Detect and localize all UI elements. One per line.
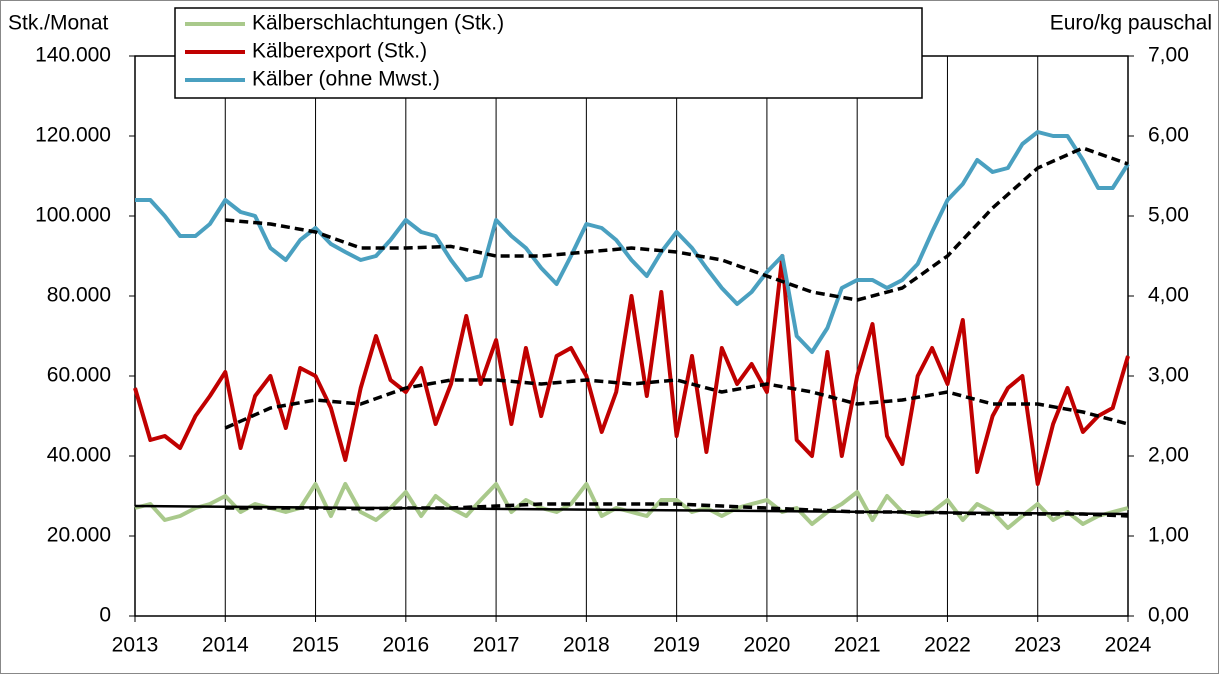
x-tick-label: 2022 — [924, 634, 971, 657]
x-tick-label: 2017 — [473, 634, 520, 657]
legend-label: Kälber (ohne Mwst.) — [252, 68, 440, 91]
series-line — [133, 254, 1130, 486]
y2-tick-label: 6,00 — [1148, 124, 1189, 147]
y2-tick-label: 2,00 — [1148, 444, 1189, 467]
trend-line — [225, 146, 1129, 302]
y2-tick-label: 7,00 — [1148, 44, 1189, 67]
x-tick-label: 2020 — [744, 634, 791, 657]
series-line — [134, 504, 1129, 516]
x-tick-label: 2014 — [202, 634, 249, 657]
y-tick-label: 40.000 — [47, 444, 111, 467]
x-tick-label: 2013 — [112, 634, 159, 657]
y-axis-label: Stk./Monat — [8, 12, 109, 35]
legend — [174, 7, 923, 99]
trend-line — [225, 502, 1129, 518]
x-tick-label: 2018 — [563, 634, 610, 657]
y-tick-label: 80.000 — [47, 284, 111, 307]
y-tick-label: 140.000 — [35, 44, 111, 67]
y2-axis-label: Euro/kg pauschal — [1050, 12, 1212, 35]
y-tick-label: 20.000 — [47, 524, 111, 547]
y2-tick-label: 3,00 — [1148, 364, 1189, 387]
y-tick-label: 60.000 — [47, 364, 111, 387]
y2-tick-label: 5,00 — [1148, 204, 1189, 227]
x-tick-label: 2023 — [1014, 634, 1061, 657]
legend-label: Kälberexport (Stk.) — [252, 40, 427, 63]
x-tick-label: 2019 — [653, 634, 700, 657]
y2-tick-label: 4,00 — [1148, 284, 1189, 307]
y-tick-label: 100.000 — [35, 204, 111, 227]
x-tick-label: 2015 — [292, 634, 339, 657]
series-line — [135, 130, 1130, 354]
x-tick-label: 2016 — [382, 634, 429, 657]
y-tick-label: 0 — [99, 604, 111, 627]
y2-tick-label: 0,00 — [1148, 604, 1189, 627]
x-tick-label: 2021 — [834, 634, 881, 657]
y2-tick-label: 1,00 — [1148, 524, 1189, 547]
legend-label: Kälberschlachtungen (Stk.) — [252, 12, 504, 35]
x-tick-label: 2024 — [1105, 634, 1152, 657]
y-tick-label: 120.000 — [35, 124, 111, 147]
trend-line — [224, 378, 1129, 430]
